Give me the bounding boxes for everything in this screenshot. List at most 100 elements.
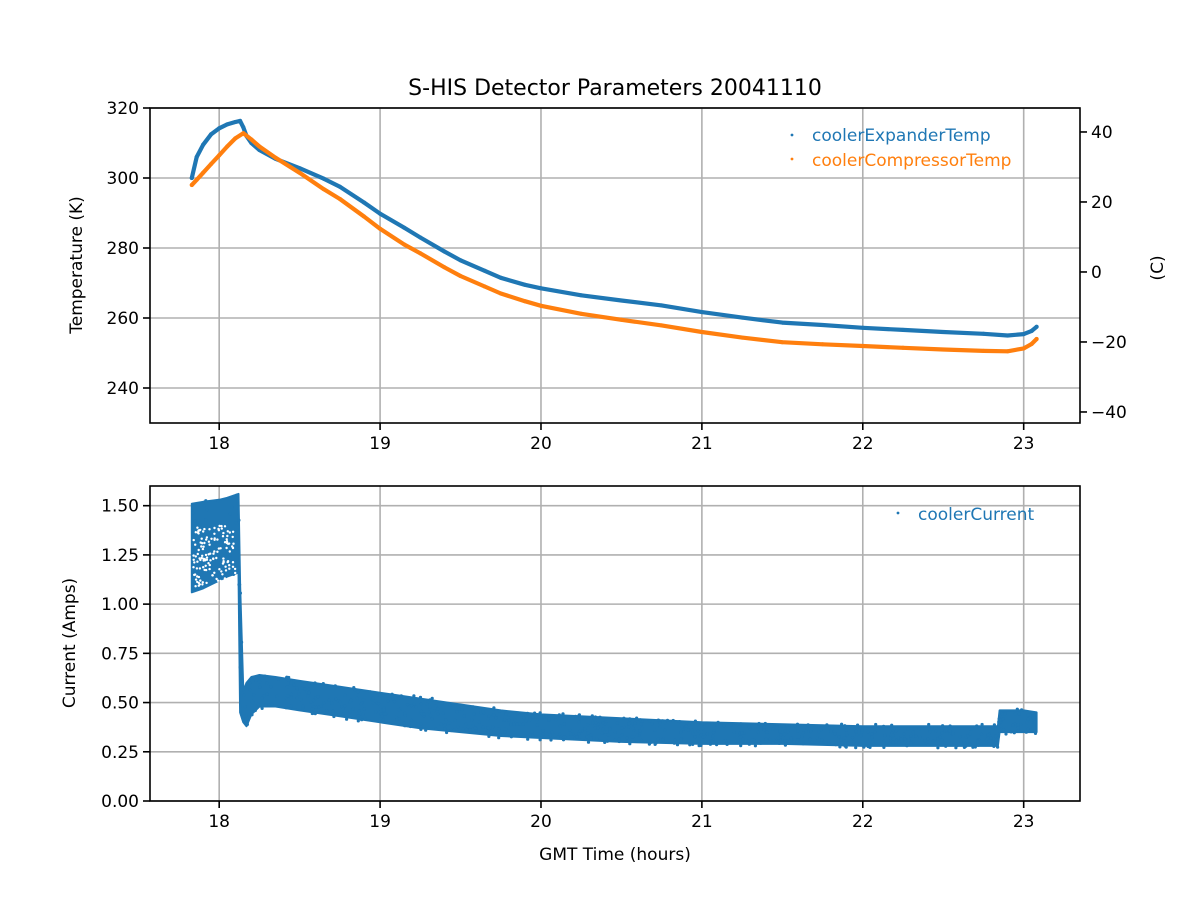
current-data-point: [471, 705, 475, 709]
current-data-point: [741, 737, 745, 742]
data-point-coolerCompressorTemp: [249, 137, 254, 142]
current-data-point: [796, 729, 800, 733]
current-data-point: [531, 734, 535, 738]
current-data-point: [362, 707, 366, 711]
current-data-point: [756, 730, 760, 734]
current-data-point: [693, 719, 698, 723]
current-data-point: [998, 718, 1003, 722]
sparse-gap: [197, 575, 201, 579]
current-data-point: [498, 733, 502, 737]
current-data-point: [259, 704, 263, 708]
y-tick-label: 260: [107, 309, 139, 329]
temperature-legend: coolerExpanderTemp coolerCompressorTemp: [790, 126, 1011, 171]
current-data-point: [452, 728, 456, 733]
current-data-point: [464, 727, 469, 732]
current-axes-frame: [149, 485, 1081, 802]
current-data-point: [196, 545, 200, 550]
data-point-coolerExpanderTemp: [337, 184, 342, 189]
current-data-point: [351, 707, 355, 711]
current-data-point: [951, 731, 955, 736]
current-data-point: [361, 712, 365, 717]
y-tick-label: 0.50: [101, 694, 139, 714]
sparse-gap: [223, 525, 227, 528]
current-data-point: [503, 717, 507, 722]
current-data-point: [968, 732, 972, 736]
current-data-point: [509, 722, 513, 727]
current-data-point: [464, 722, 468, 727]
data-point-coolerCompressorTemp: [860, 344, 865, 348]
data-point-coolerCompressorTemp: [217, 153, 222, 158]
current-data-point: [409, 704, 414, 708]
data-point-coolerExpanderTemp: [1029, 328, 1034, 333]
sparse-gap: [221, 573, 224, 576]
data-point-coolerCompressorTemp: [257, 144, 262, 149]
current-data-point: [608, 727, 612, 732]
current-data-point: [391, 697, 395, 701]
current-data-point: [561, 712, 565, 716]
sparse-gap: [198, 557, 201, 560]
x-tick-label: 22: [852, 434, 874, 454]
sparse-gap: [210, 537, 213, 540]
sparse-gap: [197, 548, 200, 552]
current-data-point: [470, 718, 474, 722]
current-data-point: [230, 505, 234, 510]
current-data-point: [205, 508, 209, 512]
current-data-point: [310, 682, 314, 686]
current-data-point: [292, 679, 297, 683]
current-data-point: [699, 743, 703, 748]
current-data-point: [909, 741, 913, 745]
current-data-point: [768, 737, 772, 741]
current-data-point: [1024, 730, 1028, 734]
y-tick-label: 0.00: [101, 792, 139, 812]
sparse-gap: [202, 545, 205, 548]
sparse-gap: [227, 582, 230, 585]
sparse-gap: [220, 582, 223, 586]
sparse-gap: [232, 542, 235, 545]
current-data-point: [1026, 727, 1030, 731]
current-data-point: [541, 732, 545, 736]
current-data-point: [521, 722, 525, 727]
current-data-point: [815, 736, 819, 740]
current-data-point: [696, 721, 700, 725]
current-data-point: [715, 743, 719, 747]
current-data-point: [964, 744, 968, 748]
current-data-point: [557, 713, 561, 717]
current-data-point: [840, 741, 844, 745]
current-data-point: [238, 583, 242, 587]
current-data-point: [906, 727, 910, 731]
current-data-point: [854, 729, 858, 733]
current-data-point: [653, 742, 657, 747]
current-data-point: [706, 741, 710, 745]
current-data-point: [827, 741, 831, 746]
temperature-series: [189, 118, 1039, 354]
current-data-point: [444, 718, 448, 722]
data-point-coolerCompressorTemp: [780, 340, 785, 345]
current-data-point: [934, 729, 938, 733]
current-data-point: [348, 700, 352, 704]
right-y-tick-label: −40: [1091, 403, 1127, 423]
current-data-point: [989, 736, 993, 740]
sparse-gap: [193, 573, 196, 577]
current-data-point: [923, 739, 927, 743]
current-data-point: [267, 703, 272, 708]
data-point-coolerCompressorTemp: [981, 348, 986, 353]
current-data-point: [276, 677, 280, 681]
data-point-coolerCompressorTemp: [337, 197, 342, 201]
current-data-point: [436, 712, 440, 716]
sparse-gap: [231, 565, 235, 568]
current-data-point: [321, 682, 325, 686]
current-data-point: [976, 740, 980, 744]
data-point-coolerExpanderTemp: [901, 327, 905, 332]
current-data-point: [663, 721, 667, 725]
sparse-gap: [212, 552, 215, 555]
current-data-point: [228, 512, 232, 516]
current-data-point: [688, 721, 692, 725]
current-data-point: [693, 735, 697, 739]
current-data-point: [355, 696, 359, 701]
current-data-point: [382, 708, 386, 712]
current-data-point: [399, 694, 403, 698]
current-data-point: [671, 718, 675, 723]
current-data-point: [940, 731, 944, 735]
current-data-point: [870, 735, 874, 740]
current-data-point: [412, 702, 416, 706]
